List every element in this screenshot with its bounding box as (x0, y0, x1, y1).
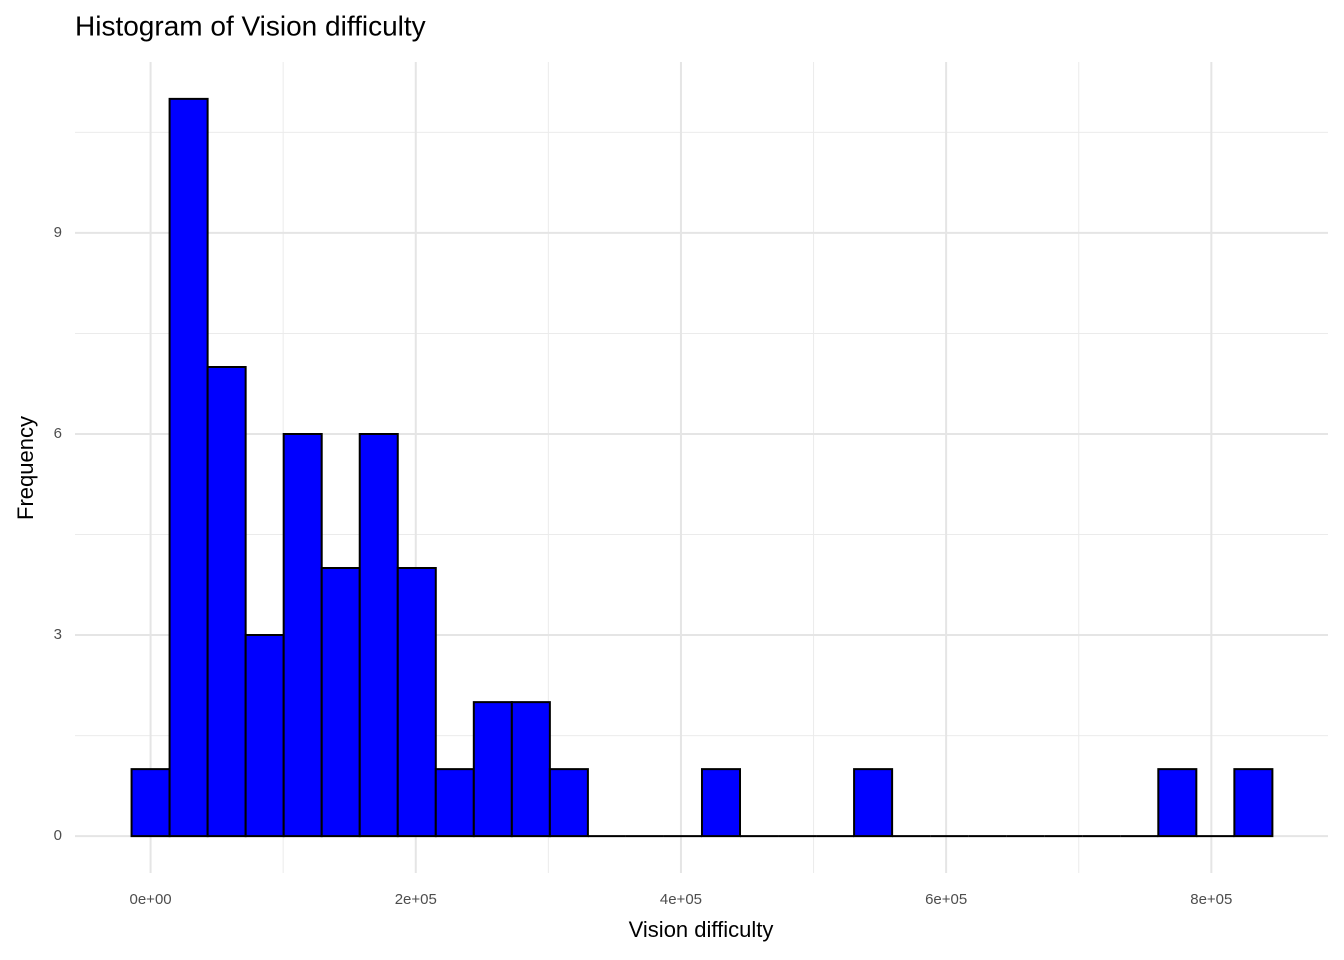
bar (434, 768, 475, 838)
bar (853, 768, 894, 838)
x-tick-label: 2e+05 (395, 891, 437, 908)
bar (168, 97, 209, 838)
y-tick-label: 0 (54, 827, 62, 844)
bar (1157, 768, 1198, 838)
bar (396, 567, 437, 838)
bar (358, 432, 399, 838)
chart-title: Histogram of Vision difficulty (75, 10, 426, 41)
bars (130, 97, 1274, 838)
y-axis-title: Frequency (13, 416, 38, 520)
y-tick-label: 3 (54, 626, 62, 643)
y-tick-label: 6 (54, 425, 62, 442)
bar (1233, 768, 1274, 838)
x-tick-label: 8e+05 (1190, 891, 1232, 908)
bar (700, 768, 742, 838)
y-tick-label: 9 (54, 224, 62, 241)
x-tick-label: 0e+00 (130, 891, 172, 908)
x-tick-label: 4e+05 (660, 891, 702, 908)
bar (510, 701, 551, 838)
bar (244, 634, 285, 838)
bar (130, 768, 171, 838)
x-axis-title: Vision difficulty (629, 917, 774, 942)
bar (320, 567, 361, 838)
x-tick-label: 6e+05 (925, 891, 967, 908)
bar (548, 768, 589, 838)
bar (206, 365, 247, 838)
bar (472, 701, 513, 838)
bar (282, 432, 323, 838)
